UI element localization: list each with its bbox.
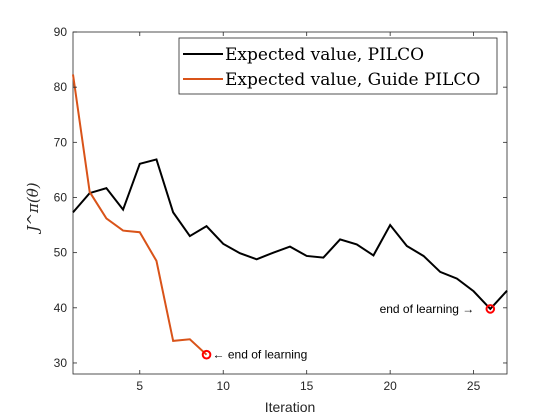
y-tick-label: 90: [54, 25, 68, 39]
y-tick-label: 70: [54, 135, 68, 149]
x-tick-label: 25: [467, 379, 481, 393]
y-axis-label: J^π(θ): [24, 182, 42, 234]
series-layer: [72, 74, 508, 356]
y-tick-label: 30: [54, 356, 68, 370]
legend-entry: Expected value, Guide PILCO: [225, 70, 480, 90]
annotation-label: end of learning →: [380, 302, 475, 316]
x-tick-label: 10: [217, 379, 231, 393]
series-line-1: [72, 74, 208, 356]
legend: Expected value, PILCO Expected value, Gui…: [178, 37, 498, 95]
tick-layer: 5 10 15 20 25 30 40 50 60 70 80 90: [54, 25, 507, 393]
y-tick-label: 60: [54, 190, 68, 204]
legend-box: [178, 37, 498, 95]
series-line-0: [72, 158, 508, 311]
y-tick-label: 50: [54, 246, 68, 260]
x-tick-label: 15: [300, 379, 314, 393]
annotation-label: ← end of learning: [213, 348, 308, 362]
legend-entry: Expected value, PILCO: [225, 45, 424, 65]
y-tick-label: 80: [54, 80, 68, 94]
y-tick-label: 40: [54, 301, 68, 315]
x-tick-label: 5: [136, 379, 143, 393]
end-of-learning-marker: [201, 349, 212, 360]
x-tick-label: 20: [383, 379, 397, 393]
end-of-learning-marker: [485, 304, 496, 314]
x-axis-label: Iteration: [265, 399, 316, 415]
annotation-layer: ← end of learning end of learning →: [201, 302, 496, 362]
